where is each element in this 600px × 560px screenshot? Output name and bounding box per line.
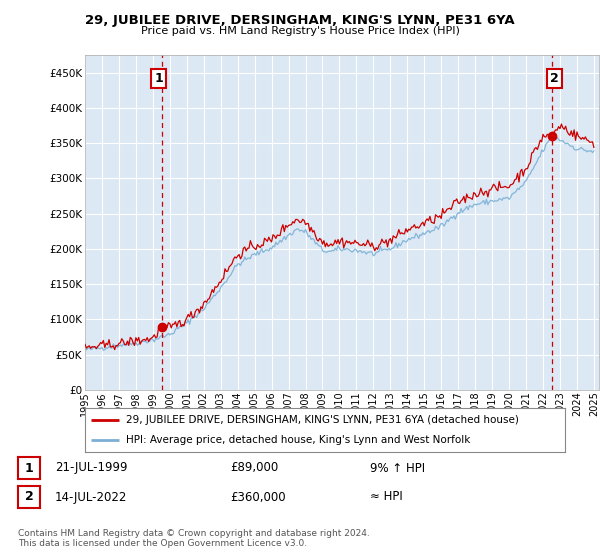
Text: HPI: Average price, detached house, King's Lynn and West Norfolk: HPI: Average price, detached house, King… [126, 435, 470, 445]
Text: 1: 1 [25, 461, 34, 474]
Text: £89,000: £89,000 [230, 461, 278, 474]
Text: £360,000: £360,000 [230, 491, 286, 503]
Text: Contains HM Land Registry data © Crown copyright and database right 2024.
This d: Contains HM Land Registry data © Crown c… [18, 529, 370, 548]
Text: 2: 2 [25, 491, 34, 503]
Text: 29, JUBILEE DRIVE, DERSINGHAM, KING'S LYNN, PE31 6YA: 29, JUBILEE DRIVE, DERSINGHAM, KING'S LY… [85, 14, 515, 27]
Text: 1: 1 [154, 72, 163, 85]
Text: ≈ HPI: ≈ HPI [370, 491, 403, 503]
Text: 29, JUBILEE DRIVE, DERSINGHAM, KING'S LYNN, PE31 6YA (detached house): 29, JUBILEE DRIVE, DERSINGHAM, KING'S LY… [126, 415, 518, 425]
Text: 21-JUL-1999: 21-JUL-1999 [55, 461, 128, 474]
Text: Price paid vs. HM Land Registry's House Price Index (HPI): Price paid vs. HM Land Registry's House … [140, 26, 460, 36]
Text: 9% ↑ HPI: 9% ↑ HPI [370, 461, 425, 474]
Text: 14-JUL-2022: 14-JUL-2022 [55, 491, 127, 503]
Text: 2: 2 [550, 72, 559, 85]
